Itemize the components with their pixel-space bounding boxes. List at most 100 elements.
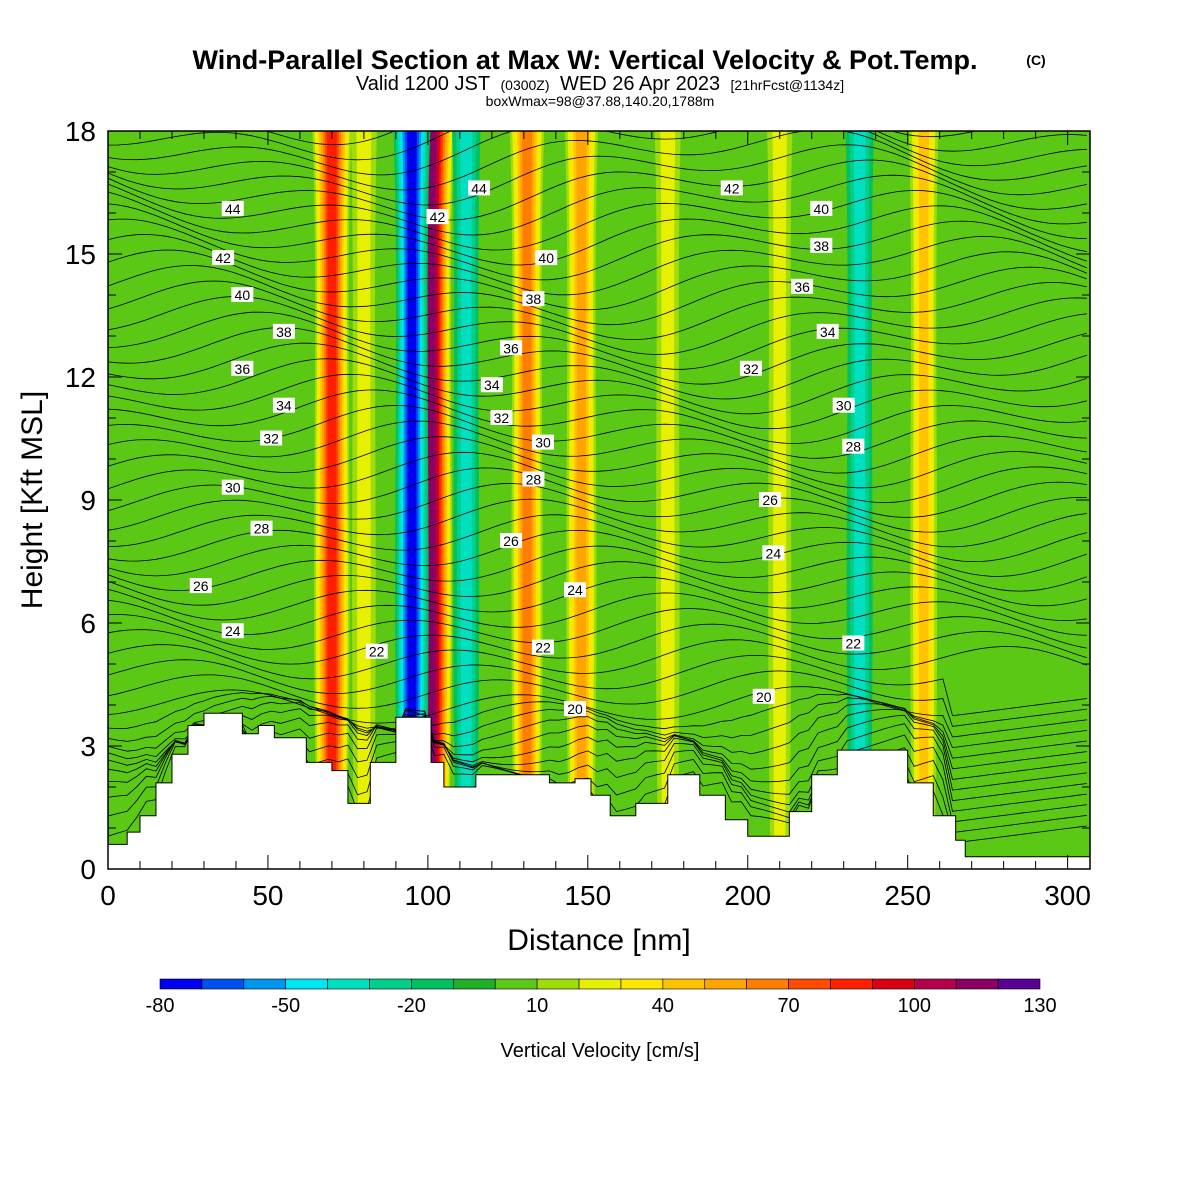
contour-label: 30 xyxy=(535,435,551,451)
colorbar-swatch xyxy=(662,978,706,990)
contour-label-box xyxy=(842,438,865,454)
theta-contour xyxy=(265,131,978,146)
colorbar-swatch xyxy=(620,978,664,990)
colorbar-swatch xyxy=(159,978,203,990)
contour-label-box xyxy=(260,430,283,446)
x-tick-label: 300 xyxy=(1044,880,1091,911)
theta-contour xyxy=(108,358,1087,415)
contour-label: 36 xyxy=(794,279,810,295)
theta-contour xyxy=(108,327,1087,385)
contour-label: 44 xyxy=(225,201,241,217)
contour-label: 34 xyxy=(820,324,836,340)
theta-contour xyxy=(108,218,1087,281)
contour-label: 36 xyxy=(235,361,251,377)
theta-contour xyxy=(108,623,1087,665)
theta-contour xyxy=(108,467,1087,518)
colorbar-tick-label: 100 xyxy=(898,995,931,1017)
colorbar-swatch xyxy=(285,978,328,990)
contour-label: 42 xyxy=(724,180,740,196)
contour-label-box xyxy=(752,688,775,704)
contour-label-box xyxy=(810,200,833,216)
theta-contour xyxy=(108,296,1087,355)
colorbar-swatch xyxy=(201,978,245,990)
theta-contour xyxy=(108,342,1087,400)
theta-contour xyxy=(108,144,1087,206)
x-axis-ticks: 0 50 100 150 200 250 300 xyxy=(100,131,1091,911)
velocity-band xyxy=(660,131,676,869)
contour-label: 32 xyxy=(263,431,279,447)
colorbar-swatch xyxy=(578,978,622,990)
theta-contour xyxy=(108,234,1087,296)
contour-label-box xyxy=(272,323,295,339)
contour-label-box xyxy=(231,287,254,302)
contour-label-box xyxy=(522,291,545,307)
theta-contour xyxy=(108,389,1087,444)
theta-contour xyxy=(108,608,1087,650)
colorbar xyxy=(159,978,1041,990)
theta-contour xyxy=(108,576,1087,622)
colorbar-tick-label: -50 xyxy=(271,995,300,1017)
theta-contour xyxy=(108,655,1087,717)
velocity-band xyxy=(425,131,437,869)
colorbar-swatch xyxy=(327,978,370,990)
velocity-band xyxy=(918,131,930,869)
velocity-band xyxy=(522,131,533,869)
contour-label-box xyxy=(231,360,254,376)
theta-contour xyxy=(108,692,1087,749)
contour-label: 20 xyxy=(567,701,583,717)
contour-label-box xyxy=(272,397,295,413)
y-tick-label: 9 xyxy=(80,485,96,516)
contour-label: 34 xyxy=(276,398,292,414)
colorbar-tick-label: -80 xyxy=(146,995,175,1017)
y-tick-label: 6 xyxy=(80,608,96,639)
theta-contour xyxy=(108,131,1087,161)
contour-label-box xyxy=(468,180,491,196)
contour-label-box xyxy=(189,578,212,594)
contour-label: 22 xyxy=(846,636,862,652)
contour-label: 32 xyxy=(743,361,759,377)
theta-contour xyxy=(108,265,1087,326)
contour-label: 34 xyxy=(484,377,500,393)
colorbar-swatch xyxy=(369,978,412,990)
contour-label-box xyxy=(564,701,587,717)
contour-label: 24 xyxy=(567,582,583,598)
theta-contour xyxy=(108,203,1087,266)
contour-label-box xyxy=(532,639,555,655)
velocity-bands xyxy=(312,131,939,869)
contour-label: 36 xyxy=(503,340,519,356)
x-tick-label: 100 xyxy=(405,880,452,911)
colorbar-swatch xyxy=(746,978,789,990)
theta-contour xyxy=(108,174,1087,236)
chart-subtitle: Valid 1200 JST (0300Z) WED 26 Apr 2023 [… xyxy=(356,73,844,95)
theta-contour xyxy=(108,686,1087,738)
theta-contour xyxy=(108,713,1087,791)
theta-contour xyxy=(108,436,1087,489)
terrain-mask xyxy=(108,712,1090,869)
contour-labels: 44 42 40 38 36 34 32 30 28 26 24 22 42 44 40 38 36 34 32 30… xyxy=(189,180,865,717)
x-axis-label: Distance [nm] xyxy=(507,924,690,957)
contour-label-box xyxy=(720,180,743,196)
contour-label-box xyxy=(221,200,244,216)
colorbar-swatch xyxy=(243,978,287,990)
contour-label: 26 xyxy=(503,533,519,549)
contour-label-box xyxy=(490,410,513,425)
contour-label: 22 xyxy=(535,640,551,656)
theta-contour xyxy=(108,131,1087,176)
x-tick-label: 200 xyxy=(724,880,771,911)
contour-label: 40 xyxy=(814,201,830,217)
theta-contour xyxy=(108,159,1087,221)
theta-contour xyxy=(108,420,1087,474)
y-tick-label: 0 xyxy=(80,854,96,885)
y-tick-label: 3 xyxy=(80,731,96,762)
contour-label-box xyxy=(221,623,244,639)
contour-label-box xyxy=(221,479,244,495)
theta-contour xyxy=(108,190,1087,251)
theta-contour xyxy=(108,131,1087,191)
utc-time: (0300Z) xyxy=(501,77,550,93)
contour-label-box xyxy=(810,237,833,253)
contour-label-box xyxy=(762,545,785,561)
theta-contour xyxy=(108,249,1087,311)
velocity-band xyxy=(326,131,337,869)
contour-label: 42 xyxy=(430,209,446,225)
